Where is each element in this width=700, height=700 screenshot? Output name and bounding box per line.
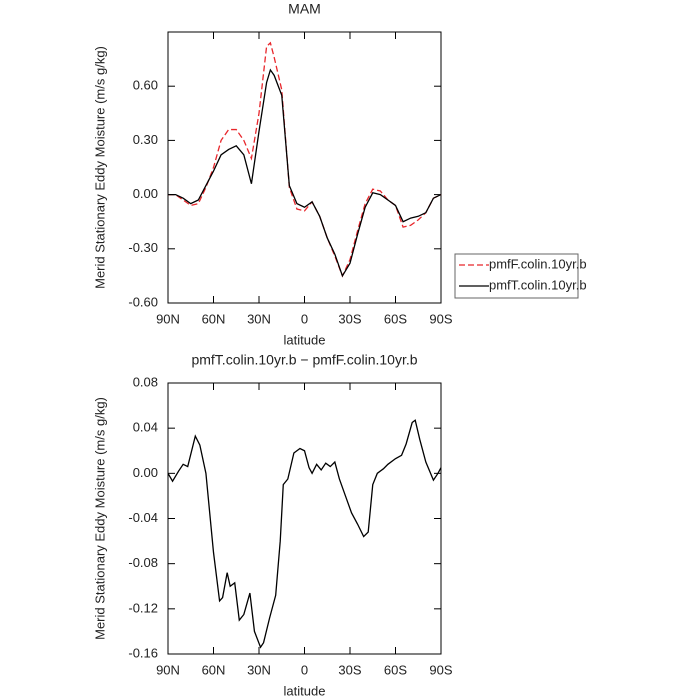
x-tick-label: 60N [202,311,226,326]
y-tick-label: -0.08 [128,555,158,570]
x-tick-label: 0 [301,311,308,326]
x-tick-label: 90N [156,311,180,326]
plot-frame [167,382,442,655]
y-tick-label: 0.00 [133,186,158,201]
data-line [168,68,442,278]
x-tick-label: 30S [338,311,361,326]
legend-label: pmfF.colin.10yr.b [489,256,587,271]
y-tick-label: 0.08 [133,374,158,389]
chart-title: MAM [288,1,321,17]
x-tick-label: 60S [384,311,407,326]
y-tick-label: -0.30 [128,240,158,255]
y-tick-label: 0.60 [133,78,158,93]
x-tick-label: 90N [156,662,180,677]
x-tick-label: 30S [338,662,361,677]
x-tick-label: 30N [247,662,271,677]
data-line [168,41,442,278]
x-tick-label: 60S [384,662,407,677]
data-line [167,419,442,649]
y-tick-label: -0.12 [128,600,158,615]
y-tick-label: -0.16 [128,645,158,660]
x-tick-label: 0 [301,662,308,677]
y-tick-label: 0.00 [133,465,158,480]
x-axis-label: latitude [284,332,326,347]
x-tick-label: 60N [202,662,226,677]
y-tick-label: 0.30 [133,132,158,147]
x-tick-label: 90S [429,662,452,677]
y-tick-label: -0.60 [128,294,158,309]
y-tick-label: -0.04 [128,510,158,525]
chart-title: pmfT.colin.10yr.b − pmfF.colin.10yr.b [191,352,417,368]
legend-box [454,253,579,299]
y-axis-label: Merid Stationary Eddy Moisture (m/s g/kg… [92,397,107,640]
x-tick-label: 90S [429,311,452,326]
x-tick-label: 30N [247,311,271,326]
y-tick-label: 0.04 [133,420,158,435]
y-axis-label: Merid Stationary Eddy Moisture (m/s g/kg… [92,46,107,289]
plot-frame [167,31,442,304]
x-axis-label: latitude [284,683,326,698]
legend-label: pmfT.colin.10yr.b [489,277,587,292]
